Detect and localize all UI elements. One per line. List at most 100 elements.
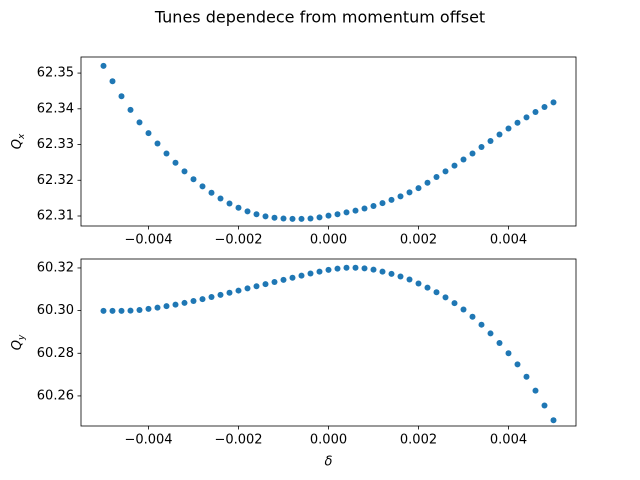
point: [388, 196, 395, 203]
point: [334, 211, 341, 218]
point: [199, 296, 206, 303]
y-tick-label: 62.33: [37, 137, 74, 152]
point: [163, 150, 170, 157]
point: [325, 212, 332, 219]
point: [145, 305, 152, 312]
point: [451, 300, 458, 307]
x-tick-label: 0.002: [400, 433, 437, 448]
point: [307, 215, 314, 222]
point: [361, 265, 368, 272]
point: [280, 276, 287, 283]
point: [181, 299, 188, 306]
point: [550, 99, 557, 106]
point: [379, 268, 386, 275]
point: [217, 195, 224, 202]
point: [100, 62, 107, 69]
point: [226, 200, 233, 207]
point: [190, 176, 197, 183]
point: [460, 306, 467, 313]
x-axis-label: δ: [325, 455, 333, 470]
y-tick-label: 60.32: [37, 260, 74, 275]
y-axis-label: Qx: [10, 133, 27, 149]
point: [397, 193, 404, 200]
point: [118, 93, 125, 100]
point: [352, 264, 359, 271]
point: [262, 213, 269, 220]
point: [505, 350, 512, 357]
point: [541, 104, 548, 111]
point: [541, 402, 548, 409]
y-axis-label-base: Q: [10, 139, 25, 149]
y-tick-label: 60.26: [37, 388, 74, 403]
point: [235, 287, 242, 294]
point: [163, 303, 170, 310]
point: [478, 321, 485, 328]
point: [433, 174, 440, 181]
point: [505, 125, 512, 132]
point: [487, 330, 494, 337]
point: [550, 417, 557, 424]
point: [271, 279, 278, 286]
x-tick-label: 0.004: [490, 433, 527, 448]
x-tick-label: 0.000: [310, 433, 347, 448]
point: [235, 204, 242, 211]
point: [280, 215, 287, 222]
x-tick-label: −0.004: [124, 433, 172, 448]
point: [379, 200, 386, 207]
point: [532, 109, 539, 116]
point: [244, 208, 251, 215]
point: [451, 162, 458, 169]
x-tick-label: 0.000: [310, 233, 347, 248]
x-tick-label: −0.002: [214, 433, 262, 448]
point: [496, 340, 503, 347]
point: [334, 265, 341, 272]
point: [298, 272, 305, 279]
point: [307, 270, 314, 277]
point: [199, 183, 206, 190]
point: [514, 361, 521, 368]
point: [397, 273, 404, 280]
point: [190, 298, 197, 305]
point: [361, 205, 368, 212]
x-tick-label: 0.004: [490, 233, 527, 248]
point: [316, 268, 323, 275]
point: [172, 159, 179, 166]
point: [253, 283, 260, 290]
point: [406, 276, 413, 283]
axes: −0.004 −0.002 0.000 0.002 0.004 62.31 62.32 62.…: [10, 56, 577, 248]
point: [145, 130, 152, 137]
point: [469, 150, 476, 157]
point: [100, 307, 107, 314]
point: [154, 140, 161, 147]
point: [442, 168, 449, 175]
point: [433, 289, 440, 296]
point: [127, 106, 134, 113]
axes: −0.004 −0.002 0.000 0.002 0.004 60.26 60.28 60.…: [10, 258, 577, 470]
point: [289, 274, 296, 281]
point: [370, 266, 377, 273]
x-tick-label: −0.004: [124, 233, 172, 248]
point: [352, 207, 359, 214]
point: [424, 284, 431, 291]
point: [523, 114, 530, 121]
point: [523, 373, 530, 380]
point: [253, 211, 260, 218]
point: [316, 214, 323, 221]
point: [415, 280, 422, 287]
point: [208, 189, 215, 196]
point: [109, 78, 116, 85]
y-tick-label: 62.31: [37, 208, 74, 223]
point: [226, 289, 233, 296]
point: [118, 307, 125, 314]
point: [514, 119, 521, 126]
point: [370, 202, 377, 209]
point: [388, 270, 395, 277]
y-tick-label: 60.28: [37, 346, 74, 361]
point: [289, 215, 296, 222]
point: [244, 285, 251, 292]
point: [208, 293, 215, 300]
point: [109, 307, 116, 314]
point: [262, 281, 269, 288]
point: [460, 156, 467, 163]
